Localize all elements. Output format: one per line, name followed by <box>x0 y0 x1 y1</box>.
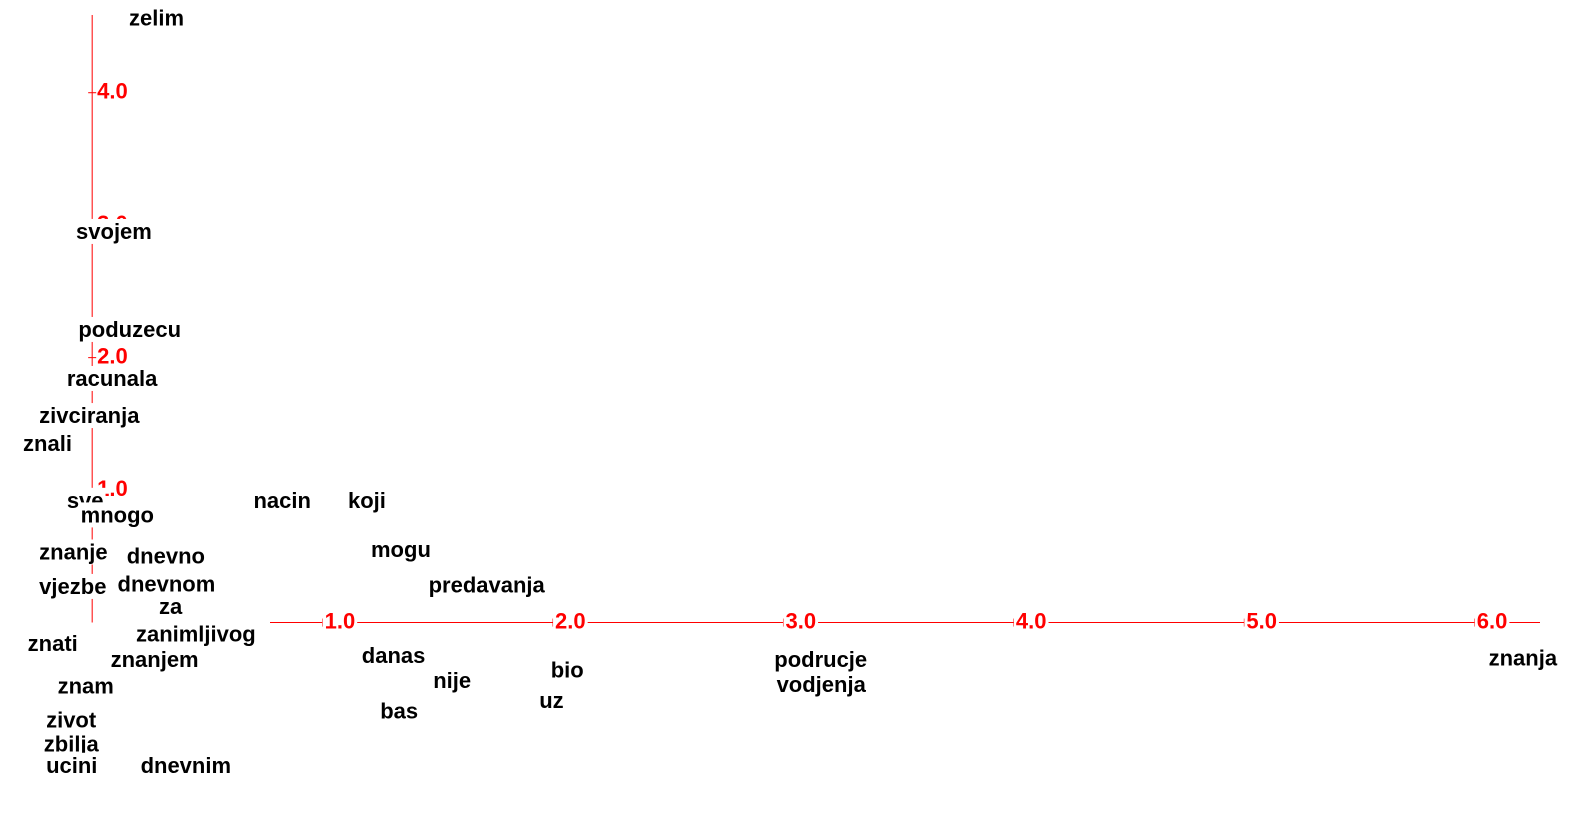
label-bg <box>157 593 185 619</box>
label-bg <box>21 430 74 456</box>
word-point: zivot <box>46 708 97 733</box>
label-bg <box>537 687 566 713</box>
label-bg <box>138 752 234 778</box>
label-bg <box>37 573 109 599</box>
word-point: racunala <box>67 366 158 391</box>
label-bg <box>44 707 99 733</box>
word-point: zivciranja <box>39 403 140 428</box>
word-point: bio <box>551 657 584 682</box>
label-bg <box>44 752 100 778</box>
label-bg <box>1013 608 1049 634</box>
x-tick-label: 1.0 <box>325 608 356 633</box>
label-bg <box>74 218 154 244</box>
word-point: uz <box>539 688 563 713</box>
label-bg <box>345 487 388 513</box>
word-point: poduzecu <box>78 317 181 342</box>
word-point: znali <box>23 431 72 456</box>
label-bg <box>108 646 201 672</box>
label-bg <box>774 671 869 697</box>
x-tick-label: 4.0 <box>1016 608 1047 633</box>
label-bg <box>1244 608 1279 634</box>
label-bg <box>115 571 218 597</box>
label-bg <box>37 403 143 429</box>
word-point: dnevno <box>127 543 205 568</box>
word-point: koji <box>348 488 386 513</box>
word-point: zbilja <box>44 732 100 757</box>
label-bg <box>127 5 187 31</box>
label-bg <box>431 667 474 693</box>
label-bg <box>426 572 548 598</box>
word-point: predavanja <box>429 573 546 598</box>
word-point: nije <box>433 668 471 693</box>
label-bg <box>76 316 184 342</box>
label-bg <box>1474 608 1510 634</box>
label-bg <box>369 536 433 562</box>
word-point: zelim <box>129 6 184 31</box>
label-bg <box>783 608 819 634</box>
word-point: za <box>159 594 183 619</box>
label-bg <box>133 621 258 647</box>
word-point: mogu <box>371 537 431 562</box>
label-bg <box>78 502 156 528</box>
word-point: zanimljivog <box>136 622 256 647</box>
y-tick-label: 2.0 <box>97 343 128 368</box>
word-point: bas <box>380 698 418 723</box>
x-tick-label: 3.0 <box>785 608 816 633</box>
x-tick-label: 6.0 <box>1477 608 1508 633</box>
label-bg <box>55 673 116 699</box>
word-point: znam <box>58 673 114 698</box>
label-bg <box>548 657 586 683</box>
label-bg <box>553 608 588 634</box>
word-point: vjezbe <box>39 574 106 599</box>
x-tick-label: 2.0 <box>555 608 586 633</box>
label-bg <box>124 543 207 569</box>
word-point: vodjenja <box>777 672 867 697</box>
label-bg <box>378 698 421 724</box>
y-tick-label: 4.0 <box>97 79 128 104</box>
word-point: podrucje <box>774 647 867 672</box>
label-bg <box>359 642 428 668</box>
label-bg <box>251 487 313 513</box>
x-tick-label: 5.0 <box>1246 608 1277 633</box>
word-point: ucini <box>46 753 97 778</box>
word-point: znanja <box>1489 645 1558 670</box>
label-bg <box>41 731 102 757</box>
label-bg <box>64 365 161 391</box>
word-point: svojem <box>76 219 152 244</box>
word-point: nacin <box>253 488 310 513</box>
word-point: mnogo <box>81 502 154 527</box>
word-point: znanje <box>39 539 107 564</box>
label-bg <box>322 608 358 634</box>
word-point: znati <box>28 631 78 656</box>
label-bg <box>37 539 110 565</box>
word-point: dnevnom <box>118 571 216 596</box>
word-point: znanjem <box>111 647 199 672</box>
label-bg <box>772 646 870 672</box>
word-point: dnevnim <box>141 753 231 778</box>
label-bg <box>1486 645 1560 671</box>
word-point: danas <box>362 643 426 668</box>
label-bg <box>25 630 80 656</box>
